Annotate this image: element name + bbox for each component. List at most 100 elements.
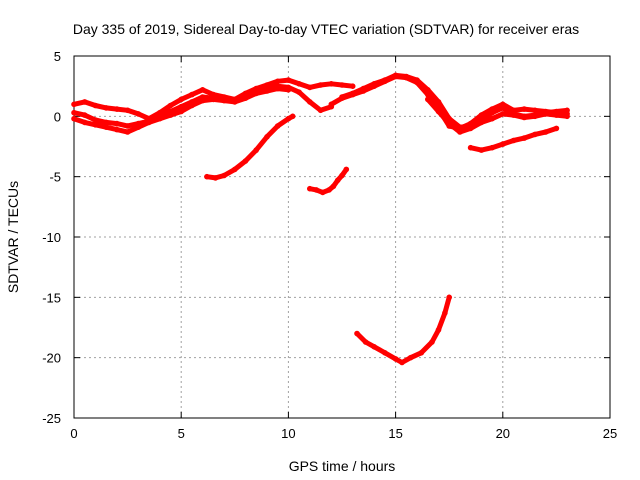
data-point: [500, 105, 506, 111]
data-point: [399, 359, 405, 366]
data-point: [371, 344, 378, 350]
data-point: [71, 109, 77, 116]
data-point: [285, 77, 292, 83]
y-tick-label: 0: [54, 109, 61, 124]
data-point: [221, 172, 227, 179]
data-point: [189, 102, 195, 109]
data-point: [457, 129, 463, 135]
data-point: [103, 119, 109, 126]
data-point: [103, 105, 109, 111]
data-point: [328, 81, 335, 87]
data-point: [542, 129, 549, 135]
data-point: [532, 113, 538, 120]
data-point: [510, 112, 517, 118]
data-point: [326, 187, 332, 193]
data-point: [382, 77, 388, 83]
data-point: [319, 189, 326, 196]
data-point: [92, 102, 99, 109]
data-point: [199, 87, 206, 93]
data-point: [392, 72, 399, 79]
data-point: [425, 96, 431, 103]
data-point: [564, 113, 570, 120]
data-point: [489, 109, 495, 116]
y-tick-label: -15: [42, 290, 61, 305]
data-point: [92, 122, 99, 128]
data-point: [313, 187, 320, 193]
data-point: [317, 82, 324, 88]
data-point: [81, 99, 88, 105]
data-point: [330, 183, 337, 190]
x-tick-label: 5: [178, 426, 185, 441]
data-point: [81, 119, 88, 126]
data-point: [425, 87, 431, 93]
data-point: [334, 177, 341, 184]
data-point: [564, 107, 570, 114]
data-point: [274, 78, 281, 85]
data-point: [349, 90, 356, 97]
data-point: [92, 117, 99, 123]
data-point: [418, 350, 425, 356]
data-point: [289, 113, 296, 120]
data-point: [467, 125, 474, 132]
data-point: [407, 354, 414, 361]
data-point: [285, 87, 292, 93]
series-group: [71, 72, 570, 366]
data-point: [489, 144, 495, 151]
chart-title: Day 335 of 2019, Sidereal Day-to-day VTE…: [73, 21, 579, 37]
data-point: [81, 112, 88, 118]
data-point: [429, 339, 435, 345]
data-point: [167, 102, 174, 109]
data-point: [478, 147, 485, 153]
x-axis-label: GPS time / hours: [289, 458, 396, 474]
x-tick-label: 20: [496, 426, 510, 441]
data-point: [135, 124, 142, 130]
data-point: [435, 99, 442, 105]
y-tick-label: -20: [42, 351, 61, 366]
data-point: [264, 134, 270, 140]
data-point: [435, 327, 442, 333]
data-point: [307, 84, 313, 91]
data-point: [146, 119, 152, 126]
data-point: [307, 99, 313, 105]
data-point: [178, 96, 184, 103]
data-point: [178, 108, 184, 115]
x-tick-label: 10: [281, 426, 295, 441]
y-axis-label: SDTVAR / TECUs: [5, 181, 21, 293]
data-point: [71, 115, 77, 122]
data-point: [114, 120, 120, 127]
data-point: [296, 89, 302, 95]
data-point: [124, 129, 131, 135]
x-tick-label: 25: [603, 426, 617, 441]
data-point: [296, 81, 302, 87]
data-point: [521, 106, 527, 112]
y-tick-label: 5: [54, 49, 61, 64]
data-point: [307, 185, 313, 192]
data-point: [274, 123, 281, 129]
data-point: [403, 73, 410, 80]
y-tick-label: -25: [42, 411, 61, 426]
data-point: [446, 120, 453, 127]
data-point: [532, 107, 538, 114]
data-point: [232, 99, 238, 105]
data-point: [446, 294, 453, 301]
data-point: [435, 108, 442, 115]
data-point: [210, 96, 217, 103]
data-point: [167, 112, 174, 118]
data-point: [221, 97, 227, 104]
data-point: [114, 126, 120, 133]
data-point: [328, 101, 335, 108]
data-point: [212, 175, 219, 181]
x-tick-label: 0: [70, 426, 77, 441]
data-point: [489, 115, 495, 122]
series-line-arc-7: [204, 113, 296, 181]
data-point: [414, 77, 420, 83]
series-line-arc-10: [354, 294, 452, 365]
data-point: [442, 310, 448, 316]
data-point: [521, 114, 527, 121]
data-point: [242, 158, 249, 164]
data-point: [500, 141, 506, 147]
data-point: [521, 135, 527, 141]
data-point: [532, 131, 538, 138]
data-point: [349, 83, 356, 89]
